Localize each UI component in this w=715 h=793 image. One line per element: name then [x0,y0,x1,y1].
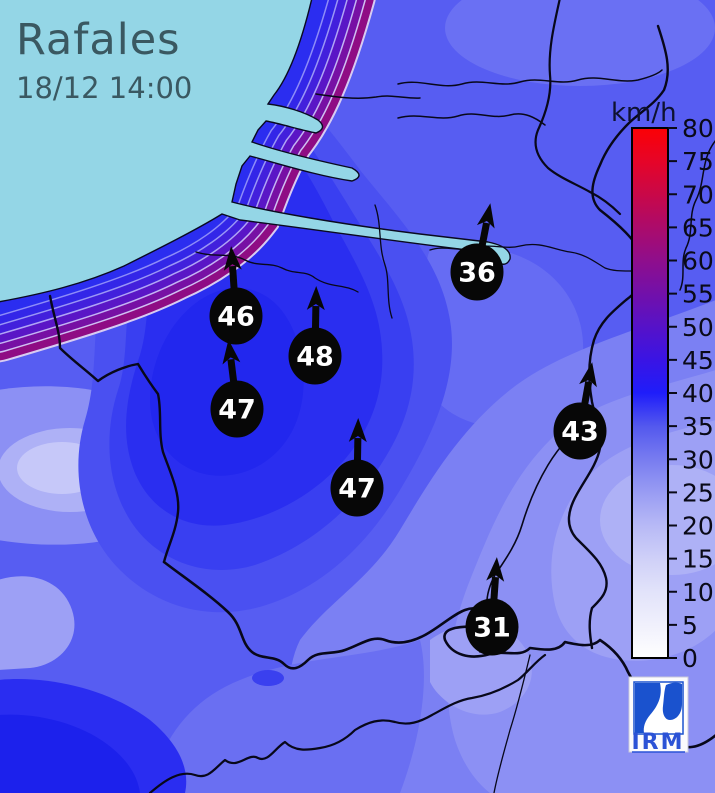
station-circle [465,598,519,656]
contour-band [0,714,140,793]
contour-band [0,576,75,670]
station-circle [330,459,384,517]
station-circle [288,327,342,385]
colorbar [631,127,669,659]
colorbar-tick-label: 80 [682,114,714,143]
map-title: Rafales [16,15,181,65]
station-circle [450,243,504,301]
country-border [148,653,547,793]
station-marker: 31 [465,557,519,656]
station-marker: 46 [209,246,263,345]
station-marker: 43 [553,362,607,460]
station-marker: 47 [330,418,384,517]
region-border [679,140,715,291]
sea [0,0,511,302]
legend-unit-label: km/h [611,98,677,128]
colorbar-tick-label: 25 [682,478,714,507]
colorbar-tick-label: 5 [682,611,698,640]
contour-band [252,670,284,686]
logo-cloud-right-icon [662,682,682,720]
station-circle [209,287,263,345]
region-border [374,204,393,319]
contour-band [445,0,715,86]
region-border [397,69,663,87]
station-marker: 36 [450,203,504,301]
station-gust-value: 31 [473,613,511,644]
colorbar-tick-label: 35 [682,412,714,441]
colorbar-tick-label: 60 [682,247,714,276]
colorbar-tick-label: 15 [682,545,714,574]
colorbar-tick-label: 45 [682,346,714,375]
station-gust-value: 48 [296,342,334,373]
colorbar-tick-label: 65 [682,213,714,242]
colorbar-tick-label: 0 [682,644,698,673]
station-gust-value: 43 [561,417,599,448]
colorbar-tick-label: 70 [682,180,714,209]
station-gust-value: 36 [458,258,496,289]
colorbar-tick-label: 55 [682,280,714,309]
colorbar-tick-label: 75 [682,147,714,176]
logo-text: IRM [631,730,684,755]
station-circle [210,380,264,438]
map-timestamp: 18/12 14:00 [16,71,192,105]
region-border [493,654,531,793]
region-border [315,93,421,99]
region-border [397,113,546,126]
colorbar-tick-label: 40 [682,379,714,408]
country-border [48,294,180,564]
irm-logo: IRM [628,676,689,755]
station-marker: 48 [288,286,342,385]
coastline [0,0,511,303]
country-border [567,24,669,650]
station-gust-value: 47 [338,474,376,505]
contour-band [150,288,304,476]
logo-cloud-left-icon [635,683,661,733]
station-circle [553,402,607,460]
station-markers: 46 48 47 36 43 47 31 [209,203,607,656]
country-border [534,0,622,216]
station-marker: 47 [210,339,264,438]
colorbar-tick-label: 30 [682,445,714,474]
colorbar-tick-label: 10 [682,578,714,607]
colorbar-tick-label: 50 [682,313,714,342]
station-gust-value: 46 [217,302,255,333]
contour-band [150,640,424,793]
colorbar-tick-label: 20 [682,512,714,541]
station-gust-value: 47 [218,395,256,426]
colorbar-ticks: 0 5 10 15 20 25 30 35 40 45 50 55 60 65 70 75 80 [668,114,714,673]
legend-colorbar: km/h 0 5 10 15 20 25 30 35 40 45 50 55 60 65 70 75 80 [611,98,714,673]
